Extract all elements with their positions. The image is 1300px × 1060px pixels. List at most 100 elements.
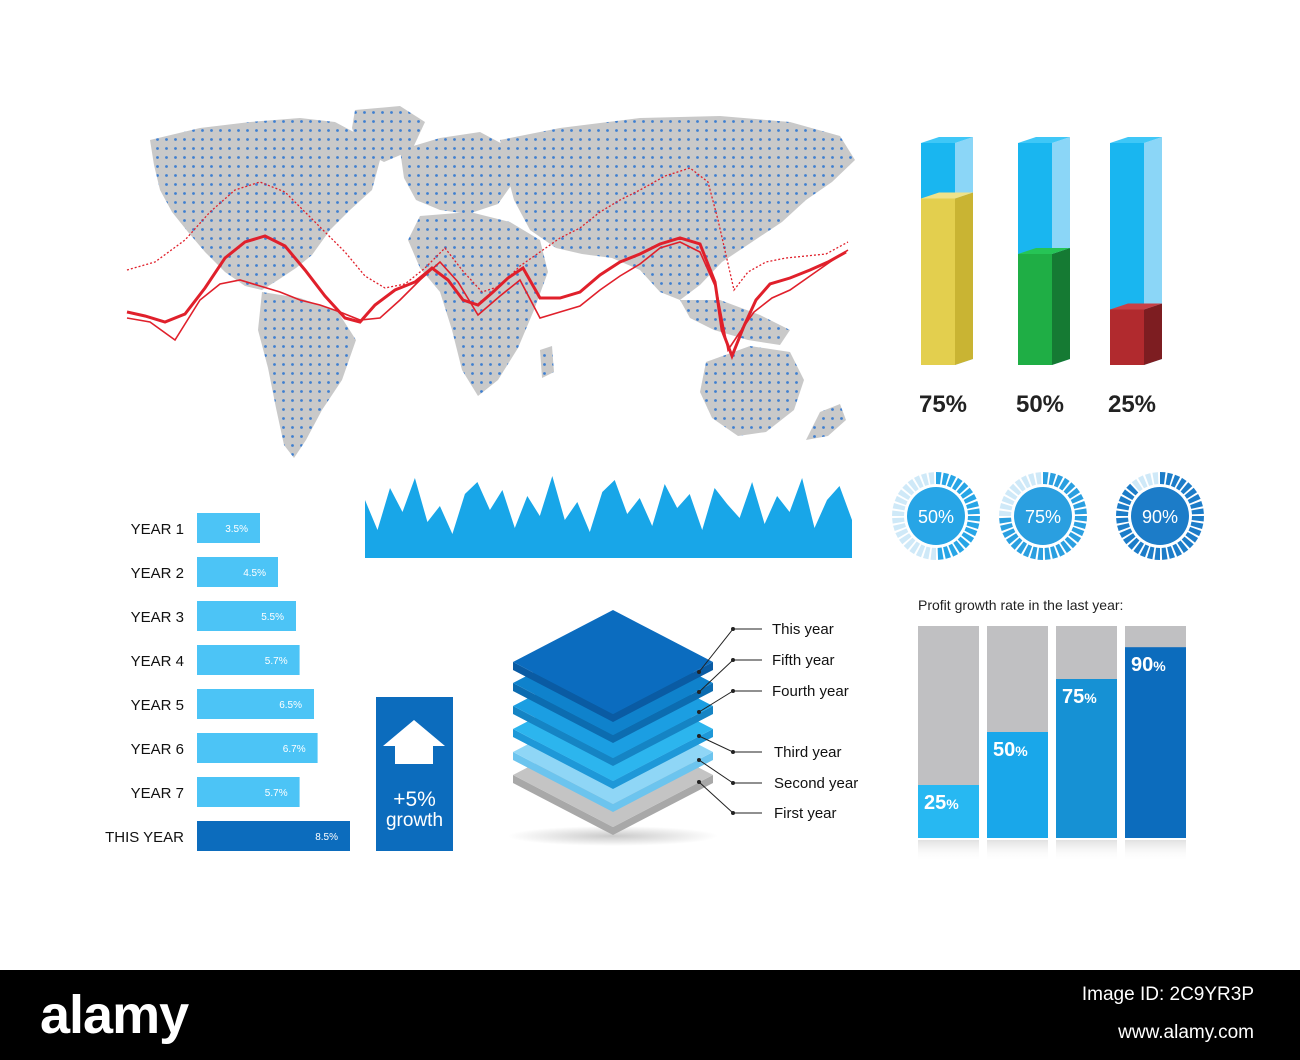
wave-chart [365,476,852,558]
map-southeast-asia [680,300,790,345]
year-bar [197,821,350,851]
ring-segment [1176,477,1187,491]
ring-segment [1116,510,1129,516]
ring-segment [999,517,1012,524]
ring-segment [999,503,1013,511]
layer-top [513,610,713,714]
year-bar-value: 8.5% [315,832,338,843]
ring-segment [1180,482,1193,495]
ring-value-label: 50% [918,507,954,527]
profit-bar-value: 75% [1062,686,1097,708]
ring-segment [1185,532,1199,543]
layer-connector-dot [731,750,735,754]
ring-segment [902,483,915,496]
ring-segment [1116,503,1130,511]
year-bar-value: 6.7% [283,744,306,755]
cylinder-value-label: 50% [1016,391,1064,418]
ring-segment [915,544,926,558]
layer-label: Fourth year [772,683,849,700]
ring-segment [909,541,920,555]
layer-connector-dot [731,627,735,631]
ring-segment [894,495,908,506]
year-bar [197,601,296,631]
ring-segment [1060,540,1072,553]
layer-label: Second year [774,775,858,792]
cylinder-glass-top [1110,137,1162,143]
layer-label: This year [772,621,834,638]
cylinder-fill-side [955,192,973,365]
ring-segment [1043,472,1049,485]
ring-segment [1063,482,1076,495]
map-asia [500,116,855,300]
cylinder-fill-top [1110,303,1162,310]
red-line-thin [126,241,849,353]
ring-segment [895,528,909,538]
ring-segment [1188,526,1202,537]
ring-segment [936,472,942,485]
ring-segment [1048,472,1056,486]
ring-segment [1160,472,1166,485]
ring-segment [1001,495,1015,506]
ring-segment [1030,546,1038,560]
year-category-label: YEAR 4 [131,653,184,670]
ring-segment [1152,472,1159,485]
arrow-up-icon [383,720,445,764]
cylinder-bars: 75% 50% 25% [919,137,1162,418]
growth-value: +5% [393,788,436,811]
year-bar [197,645,300,675]
ring-segment [966,521,980,529]
profit-bar-fill [1056,679,1117,838]
map-europe [400,132,515,214]
ring-segment [1010,537,1023,550]
layer-connector-dot [731,658,735,662]
ring-segment [1016,541,1027,555]
red-line-dotted [126,167,849,293]
year-bar [197,689,314,719]
profit-bar-fill [918,785,979,838]
ring-segment [1004,489,1018,500]
ring-segment [899,533,912,545]
ring-segment [1067,487,1080,499]
ring-segment [1127,537,1140,550]
cylinder-value-label: 75% [919,391,967,418]
ring-segment [1028,473,1036,486]
profit-bar-fill [987,732,1048,838]
ring-segment [1064,536,1077,549]
ring-segment [963,494,977,504]
ring-segment [1117,523,1130,531]
ring-segment [903,537,916,550]
ring-segment [897,489,911,500]
ring-segment [1121,489,1135,500]
ring-segment [907,479,919,492]
year-category-label: YEAR 6 [131,741,184,758]
ring-segment [1074,508,1087,515]
cylinder-fill-side [1052,248,1070,365]
ring-segment [1021,475,1031,489]
ring-segment [1002,528,1016,538]
year-bar-value: 5.7% [265,788,288,799]
ring-segment [1191,508,1204,515]
ring-segment [914,475,924,489]
ring-segment [1118,495,1132,506]
cylinder-fill-top [921,192,973,199]
ring-center [907,487,965,545]
ring-value-label: 75% [1025,507,1061,527]
ring-segment [1009,483,1022,496]
layer-connector-line [698,781,762,814]
ring-segment [1191,516,1204,522]
cylinder-glass-top [921,137,973,143]
map-madagascar [540,346,554,378]
year-bar-value: 5.7% [265,656,288,667]
cylinder-glass-top [1018,137,1070,143]
ring-segment [1126,483,1139,496]
year-category-label: YEAR 7 [131,785,184,802]
ring-segment [953,540,965,553]
profit-bar-chart: Profit growth rate in the last year: 25%… [918,597,1186,862]
year-category-label: YEAR 5 [131,697,184,714]
ring-segment [1116,517,1129,524]
layer-label: First year [774,805,837,822]
ring-segment [1172,543,1182,557]
map-south-america [258,292,356,458]
ring-segment [892,510,905,516]
